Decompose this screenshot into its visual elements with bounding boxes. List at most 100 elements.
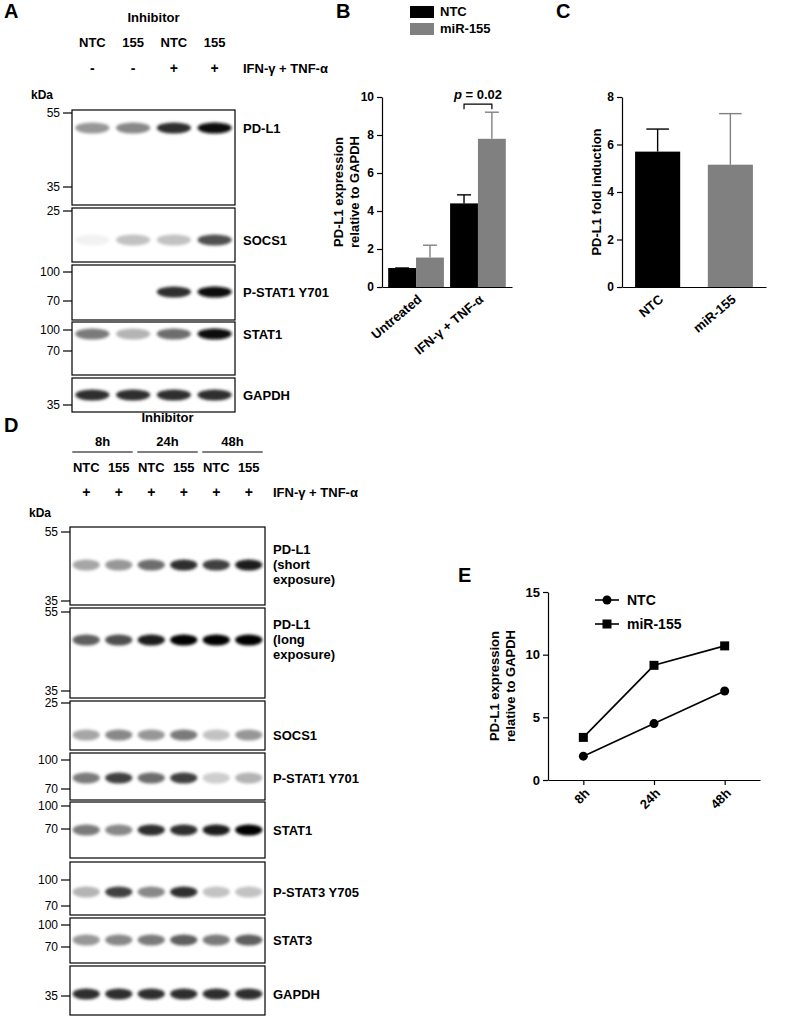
tick: 10 [526,647,548,662]
bar [388,268,416,287]
kda-label: 55 [45,525,59,539]
kda-label: 100 [40,323,60,337]
band [157,390,191,401]
treatment-label: IFN-γ + TNF-α [243,61,328,76]
band [138,635,165,646]
marker [720,687,729,696]
legend-marker [603,596,612,605]
tick: 8h [571,780,592,807]
protein-label: SOCS1 [243,233,287,248]
blot-frame [70,608,265,698]
x-axis: 8h24h48h [549,780,761,812]
bar [416,258,444,287]
band [105,825,132,836]
kda-label: 100 [38,918,58,932]
band [73,825,100,836]
tick-mark [543,780,548,781]
figure: AInhibitorNTC155NTC155--++IFN-γ + TNF-αk… [0,0,800,1021]
kda-label: 25 [45,696,59,710]
kda-label: 35 [45,989,59,1003]
tick-label: 0 [367,280,374,294]
kda-label: kDa [31,88,53,102]
group-underline [137,451,198,452]
blot-row: 5535PD-L1(shortexposure) [45,525,336,608]
band [235,935,262,946]
bands [73,935,263,946]
tick: 8 [367,128,382,142]
band [170,773,197,784]
blot-frame [70,701,265,750]
bands [73,560,263,571]
axis-line [623,287,767,288]
kda-tick [61,690,70,691]
legend-swatch [410,23,434,35]
treatment-sign: - [131,60,136,76]
band [73,935,100,946]
lane-label: NTC [203,460,230,475]
tick-label: 6 [367,166,374,180]
band [73,773,100,784]
bands [73,773,263,784]
axis-title: relative to GAPDH [503,630,518,742]
panel-letter: B [336,0,350,22]
group-label: 24h [156,434,178,449]
line-panel: E0510158h24h48hPD-L1 expressionrelative … [458,564,761,812]
tick-mark [617,192,622,193]
band [157,235,191,246]
tick: 8 [607,90,622,104]
panel-letter: C [556,0,570,22]
band [116,235,150,246]
protein-label: GAPDH [273,987,320,1002]
treatment-label: IFN-γ + TNF-α [273,485,358,500]
axis-title: PD-L1 expression [331,137,346,247]
bands [75,329,231,340]
tick-label: 24h [637,785,663,811]
band [157,329,191,340]
band [73,887,100,898]
blot-frame [70,753,265,800]
kda-tick [61,828,70,829]
band [138,773,165,784]
y-axis: 0246810 [361,90,383,294]
protein-label: PD-L1 [273,542,311,557]
tick-label: 10 [526,647,540,662]
tick-mark [543,655,548,656]
blot-row: 10070STAT1 [40,322,282,375]
tick: 15 [526,585,548,600]
tick: 0 [367,280,382,294]
treatment-sign: + [180,484,188,500]
band [105,989,132,1000]
kda-tick [61,702,70,703]
kda-label: 70 [45,822,59,836]
kda-label: 100 [38,753,58,767]
tick-label: miR-155 [690,292,738,336]
band [170,730,197,741]
kda-label: 55 [47,106,61,120]
marks [635,114,753,287]
protein-label: exposure) [273,647,335,662]
kda-label: 25 [47,204,61,218]
axis-line [622,98,623,288]
tick-mark [377,97,382,98]
tick: 24h [637,780,663,812]
band [138,989,165,1000]
marker [650,661,659,670]
error-cap [719,113,742,114]
kda-tick [63,210,72,211]
band [203,773,230,784]
bar [450,203,478,287]
protein-label: (short [273,557,311,572]
band [138,560,165,571]
treatment-sign: + [115,484,123,500]
error-stem [657,129,658,152]
band [170,560,197,571]
band [203,887,230,898]
legend-marker [603,620,612,629]
bands [75,123,231,134]
lane-label: NTC [138,460,165,475]
bar [635,152,680,287]
series-line [583,691,724,756]
band [198,287,232,298]
tick-label: 4 [367,204,374,218]
blot-row: 10070STAT1 [38,799,312,858]
